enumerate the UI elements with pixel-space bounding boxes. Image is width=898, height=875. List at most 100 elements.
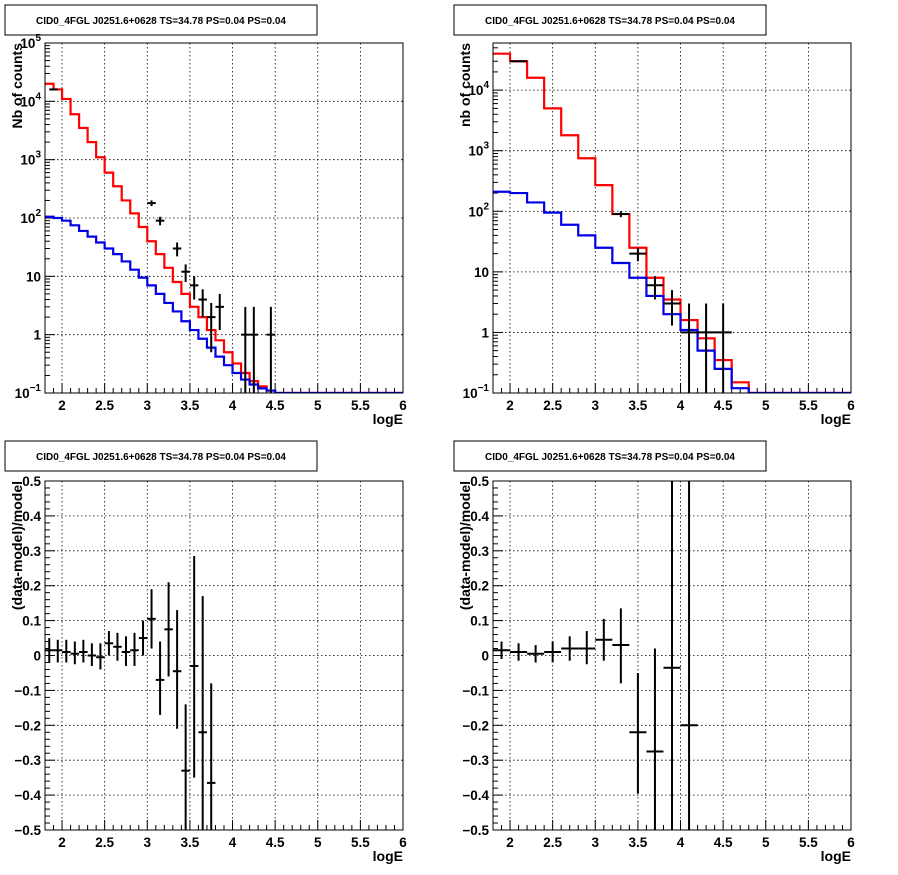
plot-area (45, 82, 403, 393)
y-tick-base: 10 (468, 204, 483, 219)
y-tick-label: 0.3 (470, 544, 489, 559)
data-point (121, 636, 131, 666)
x-axis-label: logE (373, 848, 403, 864)
y-tick-label: −0.2 (462, 718, 489, 733)
title-frame (453, 440, 767, 472)
x-tick-label: 4 (677, 398, 685, 413)
y-tick-base: 10 (15, 386, 30, 401)
data-point (697, 303, 715, 393)
x-axis-label: logE (821, 848, 851, 864)
data-point (181, 264, 190, 282)
x-tick-label: 5.5 (351, 835, 370, 850)
chart-title: CID0_4FGL J0251.6+0628 TS=34.78 PS=0.04 … (36, 16, 286, 27)
series-line-blue (45, 215, 403, 393)
x-tick-label: 4.5 (714, 398, 733, 413)
x-tick-label: 6 (847, 398, 855, 413)
data-point (164, 582, 173, 677)
data-point (104, 631, 114, 656)
chart-title-box: CID0_4FGL J0251.6+0628 TS=34.78 PS=0.04 … (4, 4, 318, 36)
series-line-red (45, 82, 403, 393)
plot-frame (44, 42, 404, 394)
data-point (493, 641, 511, 659)
data-point (189, 556, 199, 778)
chart-title-box: CID0_4FGL J0251.6+0628 TS=34.78 PS=0.04 … (453, 440, 767, 472)
chart-title: CID0_4FGL J0251.6+0628 TS=34.78 PS=0.04 … (485, 16, 735, 27)
y-tick-label: −0.4 (462, 788, 489, 803)
y-tick-label: 10 (26, 269, 41, 284)
data-point (510, 643, 528, 661)
x-tick-label: 3 (592, 835, 600, 850)
data-point (96, 643, 105, 670)
data-point (646, 276, 664, 300)
x-tick-label: 6 (399, 398, 407, 413)
x-axis-label: logE (821, 411, 851, 427)
data-point (241, 306, 250, 393)
grid (493, 43, 851, 393)
x-tick-label: 2 (58, 835, 66, 850)
data-point (138, 620, 148, 656)
y-axis-label: (data-model)/model (457, 481, 473, 610)
y-tick-label: 0.3 (22, 544, 41, 559)
data-point (595, 618, 613, 661)
data-point (714, 303, 732, 393)
data-point (181, 704, 190, 830)
y-tick-base: 10 (20, 94, 35, 109)
data-point (680, 481, 698, 830)
plot-frame (492, 42, 852, 394)
y-tick-label: 0.4 (22, 509, 41, 524)
y-tick-exponent: 3 (35, 150, 41, 161)
y-tick-label: −0.2 (14, 718, 41, 733)
y-tick-label: 10−1 (15, 383, 42, 401)
y-tick-label: 104 (20, 91, 41, 109)
y-tick-label: 103 (20, 150, 41, 168)
x-tick-label: 2.5 (95, 398, 114, 413)
y-tick-label: 102 (468, 201, 489, 219)
x-tick-label: 4 (229, 398, 237, 413)
y-tick-label: 102 (20, 208, 41, 226)
data-point (79, 639, 88, 663)
series-line-red (493, 52, 851, 393)
plot-frame (492, 480, 852, 831)
y-tick-exponent: 3 (483, 141, 489, 152)
x-tick-label: 2 (58, 398, 66, 413)
data-point (680, 303, 698, 393)
x-tick-label: 5.5 (351, 398, 370, 413)
x-tick-label: 2 (506, 835, 514, 850)
data-point (45, 638, 54, 663)
data-point (206, 302, 216, 353)
y-tick-label: −0.3 (462, 753, 489, 768)
plot-area (493, 481, 698, 830)
y-tick-label: 104 (468, 80, 489, 98)
title-frame (4, 440, 318, 472)
y-tick-base: 10 (468, 83, 483, 98)
chart-panel-1: CID0_4FGL J0251.6+0628 TS=34.78 PS=0.04 … (4, 4, 407, 427)
data-point (663, 481, 681, 830)
data-point (629, 672, 647, 794)
data-point (155, 641, 165, 715)
series-line-blue (493, 190, 851, 393)
x-tick-label: 6 (399, 835, 407, 850)
y-tick-label: 0.2 (470, 579, 489, 594)
x-tick-label: 3.5 (629, 835, 648, 850)
y-tick-label: 1 (33, 328, 41, 343)
data-point (646, 648, 664, 830)
data-point (612, 211, 630, 218)
data-point (172, 242, 182, 257)
data-point (172, 610, 182, 729)
y-tick-base: 10 (463, 386, 478, 401)
data-point (663, 290, 681, 326)
y-tick-base: 10 (20, 36, 35, 51)
data-point (249, 306, 259, 393)
y-tick-base: 10 (20, 153, 35, 168)
data-point (561, 636, 579, 661)
y-tick-label: 105 (20, 33, 41, 51)
data-point (527, 645, 545, 663)
y-tick-exponent: −1 (478, 383, 490, 394)
x-tick-label: 4 (677, 835, 685, 850)
x-tick-label: 2.5 (543, 398, 562, 413)
chart-title: CID0_4FGL J0251.6+0628 TS=34.78 PS=0.04 … (485, 452, 735, 463)
data-point (578, 631, 596, 665)
data-point (612, 608, 630, 684)
x-tick-label: 4.5 (714, 835, 733, 850)
data-point (49, 88, 58, 91)
